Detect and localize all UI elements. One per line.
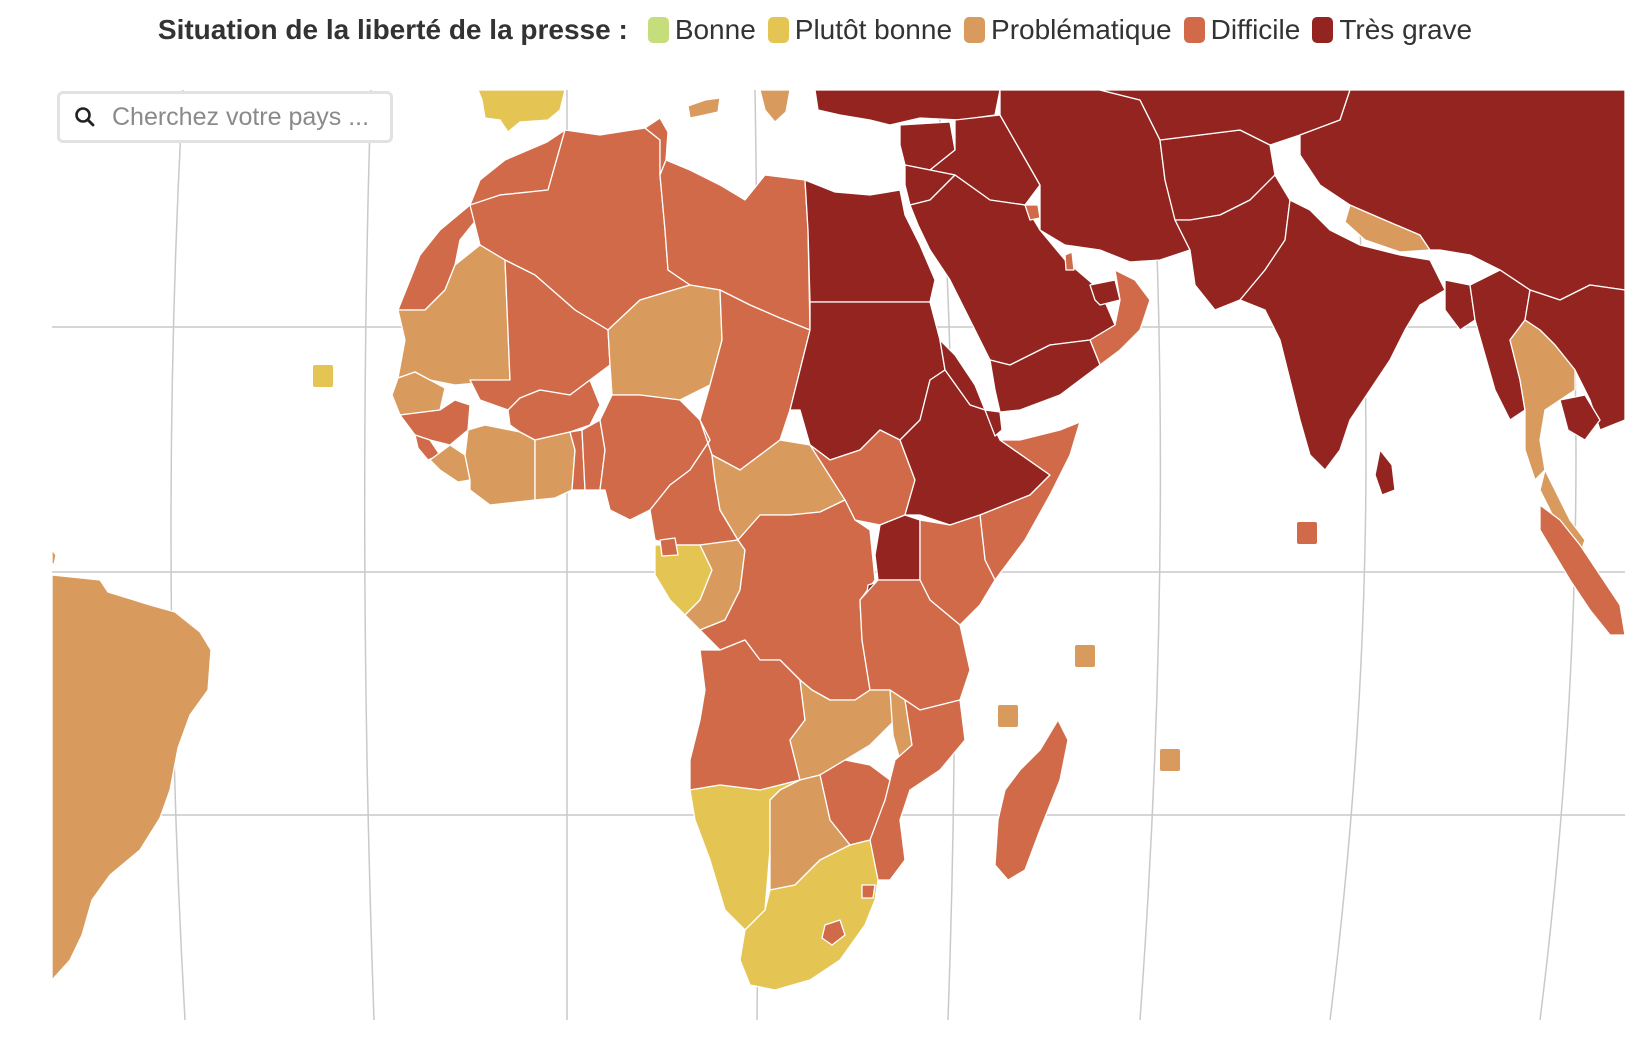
country-mayotte[interactable] — [998, 705, 1018, 727]
legend-item-plutot-bonne[interactable]: Plutôt bonne — [767, 14, 953, 46]
legend-swatch — [1183, 17, 1205, 43]
longitude-line — [363, 89, 375, 1021]
country-ghana[interactable] — [534, 431, 576, 501]
legend-item-tres-grave[interactable]: Très grave — [1312, 14, 1472, 46]
country-senegal[interactable] — [391, 371, 446, 416]
country-seychelles[interactable] — [1297, 522, 1317, 544]
country-portugal[interactable] — [477, 89, 566, 133]
legend-swatch — [964, 17, 986, 43]
country-fragment-west[interactable] — [51, 549, 57, 566]
country-equatorial-guinea[interactable] — [659, 537, 679, 557]
country-oman[interactable] — [1089, 269, 1151, 366]
legend-label: Plutôt bonne — [794, 14, 953, 45]
search-box[interactable] — [57, 91, 393, 143]
country-greece[interactable] — [759, 89, 791, 123]
longitude-line — [170, 89, 186, 1021]
search-icon — [75, 107, 95, 127]
country-south-africa[interactable] — [739, 839, 879, 991]
country-india[interactable] — [1239, 199, 1446, 471]
legend-title: Situation de la liberté de la presse : — [157, 14, 628, 45]
country-egypt[interactable] — [804, 179, 936, 303]
legend-label: Problématique — [991, 14, 1172, 45]
legend-swatch — [647, 17, 669, 43]
country-lesotho[interactable] — [821, 919, 846, 946]
legend-item-difficile[interactable]: Difficile — [1183, 14, 1301, 46]
legend-label: Bonne — [674, 14, 756, 45]
country-zambia[interactable] — [789, 679, 896, 781]
country-somalia[interactable] — [979, 421, 1081, 581]
legend-swatch — [1312, 17, 1334, 43]
country-italy[interactable] — [687, 97, 721, 119]
legend-item-problematique[interactable]: Problématique — [964, 14, 1172, 46]
country-cape-verde[interactable] — [313, 365, 333, 387]
country-mauritania[interactable] — [397, 244, 511, 386]
legend-label: Difficile — [1210, 14, 1301, 45]
country-eswatini[interactable] — [861, 884, 876, 899]
country-mauritius[interactable] — [1160, 749, 1180, 771]
country-uganda[interactable] — [874, 514, 921, 581]
country-cote-divoire[interactable] — [464, 424, 536, 506]
search-input[interactable] — [112, 102, 382, 132]
country-sri-lanka[interactable] — [1374, 449, 1396, 496]
country-comoros[interactable] — [1075, 645, 1095, 667]
legend-item-bonne[interactable]: Bonne — [647, 14, 756, 46]
country-turkey[interactable] — [814, 89, 1001, 126]
country-bangladesh[interactable] — [1444, 279, 1476, 331]
country-uae[interactable] — [1089, 279, 1121, 306]
legend-swatch — [767, 17, 789, 43]
country-thailand[interactable] — [1509, 319, 1576, 481]
country-djibouti[interactable] — [984, 409, 1003, 437]
country-togo[interactable] — [569, 429, 586, 491]
country-cambodia[interactable] — [1559, 394, 1601, 441]
country-indonesia[interactable] — [1539, 504, 1626, 636]
country-madagascar[interactable] — [994, 719, 1069, 881]
legend-label: Très grave — [1339, 14, 1473, 45]
country-brazil[interactable] — [51, 574, 212, 981]
country-qatar[interactable] — [1064, 251, 1075, 271]
country-burkina-faso[interactable] — [507, 379, 601, 441]
country-yemen[interactable] — [989, 339, 1101, 413]
country-mozambique[interactable] — [867, 699, 966, 881]
legend: Situation de la liberté de la presse : B… — [0, 14, 1636, 46]
